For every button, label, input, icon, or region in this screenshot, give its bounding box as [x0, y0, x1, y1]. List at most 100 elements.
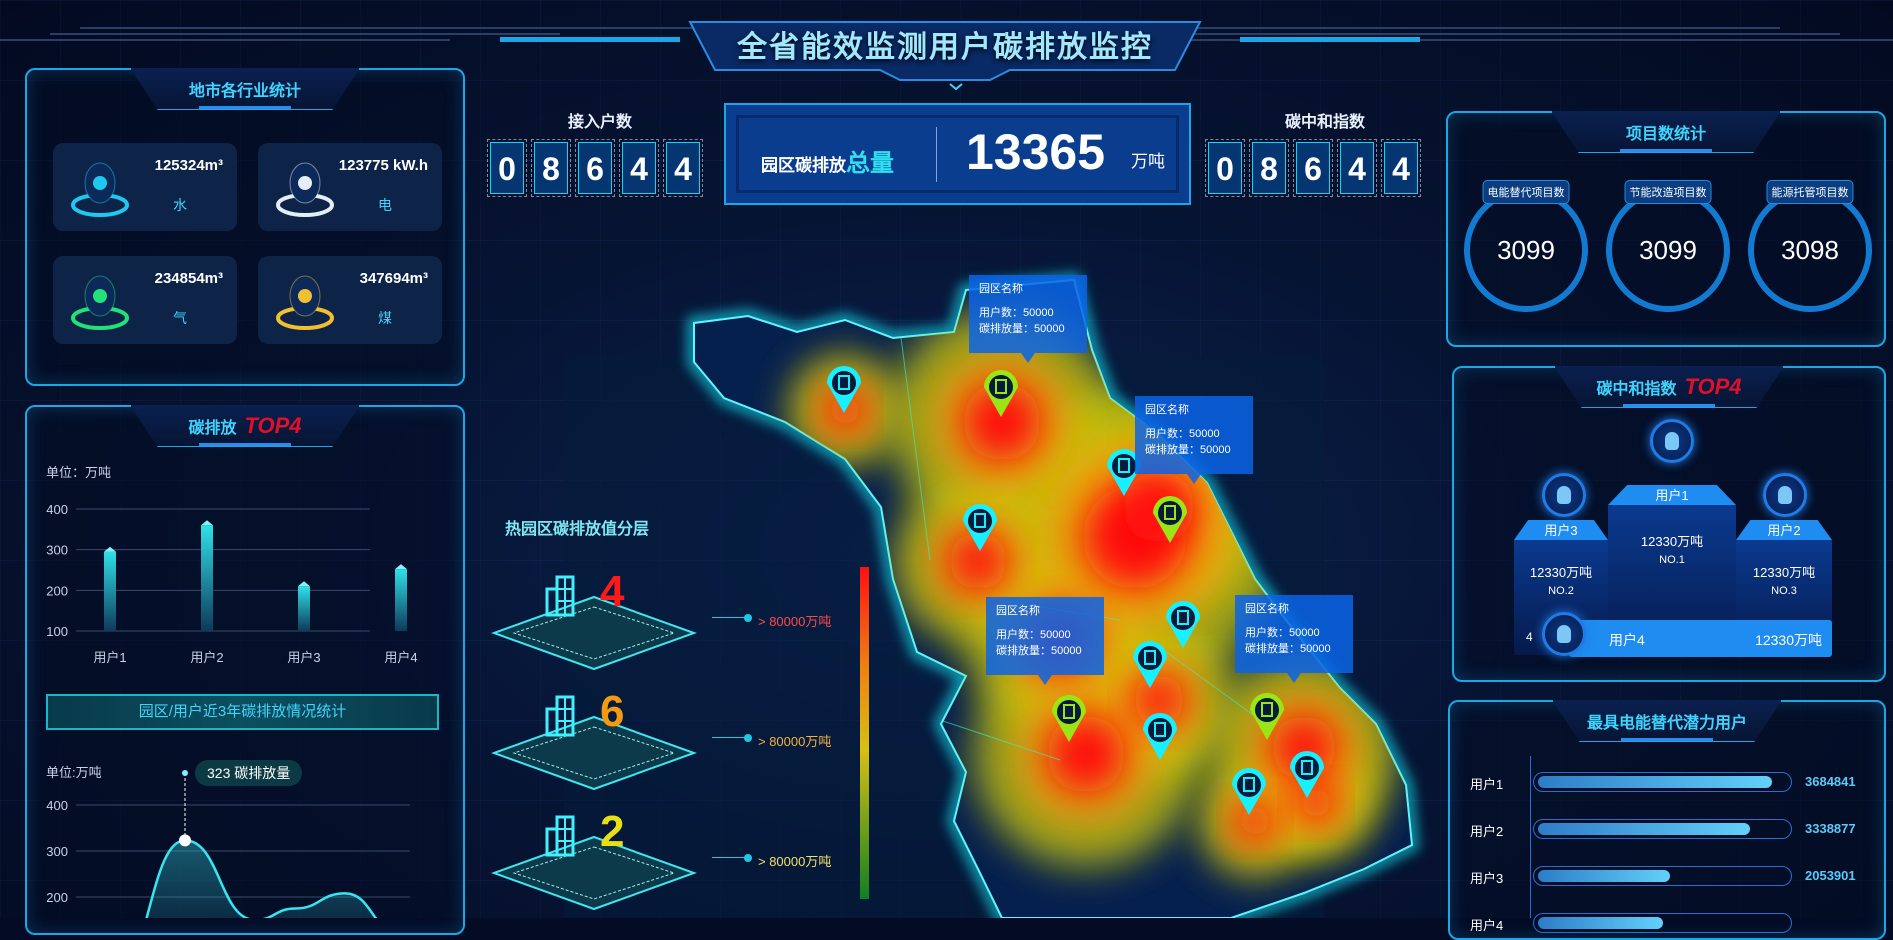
- progress-track: [1533, 819, 1792, 839]
- podium-right-value: 12330万吨: [1752, 565, 1816, 580]
- y-tick-label: 200: [46, 583, 68, 598]
- project-value: 3099: [1497, 234, 1555, 265]
- heat-core: [1047, 715, 1125, 793]
- layer-platform-icon: [491, 715, 697, 791]
- tooltip-users: 用户数：50000: [979, 307, 1054, 319]
- tooltip-name: 园区名称: [979, 283, 1023, 295]
- park-tooltip: 园区名称 用户数：50000 碳排放量：50000: [1235, 595, 1353, 683]
- y-tick-label: 300: [46, 844, 68, 859]
- industry-card: 234854m³ 气: [53, 256, 237, 344]
- park-pin-icon[interactable]: [1143, 713, 1177, 760]
- heat-core: [948, 531, 1008, 591]
- park-pin-icon[interactable]: [1250, 693, 1284, 740]
- park-pin-icon[interactable]: [1052, 695, 1086, 742]
- total-label: 园区碳排放总量: [761, 143, 894, 178]
- industry-value: 347694m³: [359, 270, 428, 287]
- project-label: 节能改造项目数: [1624, 180, 1712, 204]
- podium-first-rank: NO.1: [1659, 554, 1685, 566]
- total-label-em: 总量: [846, 150, 894, 177]
- tooltip-users: 用户数：50000: [1145, 428, 1220, 440]
- park-pin-icon[interactable]: [963, 504, 997, 551]
- heat-core: [963, 383, 1041, 461]
- potential-row: 用户1 3684841: [1470, 770, 1870, 794]
- top4-bar-chart: 100 200 300 400 用户1 用户2 用户3 用户4: [46, 502, 417, 665]
- gas-icon: [71, 275, 129, 330]
- trend-unit-label: 单位:万吨: [46, 765, 102, 780]
- industry-value: 234854m³: [154, 270, 223, 287]
- progress-track: [1533, 866, 1792, 886]
- trend-stats-button[interactable]: 园区/用户近3年碳排放情况统计: [46, 694, 439, 730]
- fourth-name: 用户4: [1609, 632, 1645, 648]
- guide-dot: [182, 770, 188, 776]
- park-pin-icon[interactable]: [1153, 496, 1187, 543]
- bar: [395, 569, 407, 631]
- bar-cap: [104, 546, 116, 552]
- tooltip-emission: 碳排放量：50000: [979, 323, 1065, 335]
- park-pin-icon[interactable]: [827, 366, 861, 413]
- bar: [298, 586, 310, 631]
- lightning-icon: [276, 162, 334, 217]
- project-count-gauge: 能源托管项目数 3098: [1748, 180, 1872, 312]
- heat-core: [1133, 674, 1185, 726]
- progress-fill: [1538, 917, 1663, 929]
- project-count-gauge: 节能改造项目数 3099: [1606, 180, 1730, 312]
- podium-left-value: 12330万吨: [1529, 565, 1593, 580]
- digit-cell: 0: [487, 139, 527, 197]
- podium-left-rank: NO.2: [1548, 585, 1574, 597]
- park-pin-icon[interactable]: [1133, 641, 1167, 688]
- potential-row: 用户3 2053901: [1470, 864, 1870, 888]
- park-pin-icon[interactable]: [1107, 449, 1141, 496]
- industry-card: 125324m³ 水: [53, 143, 237, 231]
- total-label-text: 园区碳排放: [761, 156, 846, 175]
- progress-fill: [1538, 870, 1670, 882]
- park-pin-icon[interactable]: [984, 370, 1018, 417]
- highlight-point[interactable]: [179, 834, 191, 847]
- bar: [201, 525, 213, 631]
- tooltip-name: 园区名称: [996, 605, 1040, 617]
- industry-value: 125324m³: [154, 157, 223, 174]
- page-title: 全省能效监测用户碳排放监控: [737, 31, 1153, 64]
- bar-cap: [395, 564, 407, 570]
- fourth-value: 12330万吨: [1755, 632, 1822, 648]
- progress-track: [1533, 913, 1792, 933]
- header-frame: [0, 21, 1893, 90]
- bar-cap: [201, 520, 213, 526]
- bar-cap: [298, 581, 310, 587]
- park-tooltip: 园区名称 用户数：50000 碳排放量：50000: [986, 597, 1104, 685]
- podium-first-name: 用户1: [1608, 485, 1736, 505]
- potential-row: 用户2 3338877: [1470, 817, 1870, 841]
- top4-panel-title: 碳排放 TOP4: [130, 405, 360, 447]
- podium-right-name: 用户2: [1736, 520, 1832, 540]
- y-tick-label: 200: [46, 890, 68, 905]
- row-value: 2053901: [1805, 868, 1856, 883]
- industry-label: 煤: [378, 310, 392, 326]
- x-tick-label: 用户2: [190, 650, 223, 665]
- tooltip-emission: 碳排放量：50000: [1245, 643, 1331, 655]
- project-label: 电能替代项目数: [1482, 180, 1570, 204]
- total-emission-box: 园区碳排放总量 13365 万吨: [724, 103, 1191, 205]
- series-line: [145, 839, 378, 918]
- layer-label: > 80000万吨: [758, 734, 832, 749]
- row-name: 用户1: [1470, 777, 1504, 792]
- tooltip-users: 用户数：50000: [1245, 627, 1320, 639]
- building-icon: [545, 575, 575, 617]
- bar: [104, 551, 116, 631]
- layer-count: 6: [600, 687, 625, 736]
- park-tooltip: 园区名称 用户数：50000 碳排放量：50000: [969, 275, 1087, 363]
- park-pin-icon[interactable]: [1232, 768, 1266, 815]
- progress-track: [1533, 772, 1792, 792]
- digit-cell: 0: [1205, 139, 1245, 197]
- park-pin-icon[interactable]: [1290, 751, 1324, 798]
- tooltip-users: 用户数：50000: [996, 629, 1071, 641]
- x-tick-label: 用户4: [384, 650, 417, 665]
- digit-cell: 6: [1293, 139, 1333, 197]
- potential-panel-title: 最具电能替代潜力用户: [1552, 700, 1782, 742]
- digit-cell: 4: [663, 139, 703, 197]
- tooltip-name: 园区名称: [1245, 603, 1289, 615]
- progress-fill: [1538, 823, 1750, 835]
- top4-title-text: 碳排放: [188, 419, 237, 437]
- park-pin-icon[interactable]: [1166, 601, 1200, 648]
- industry-card: 347694m³ 煤: [258, 256, 442, 344]
